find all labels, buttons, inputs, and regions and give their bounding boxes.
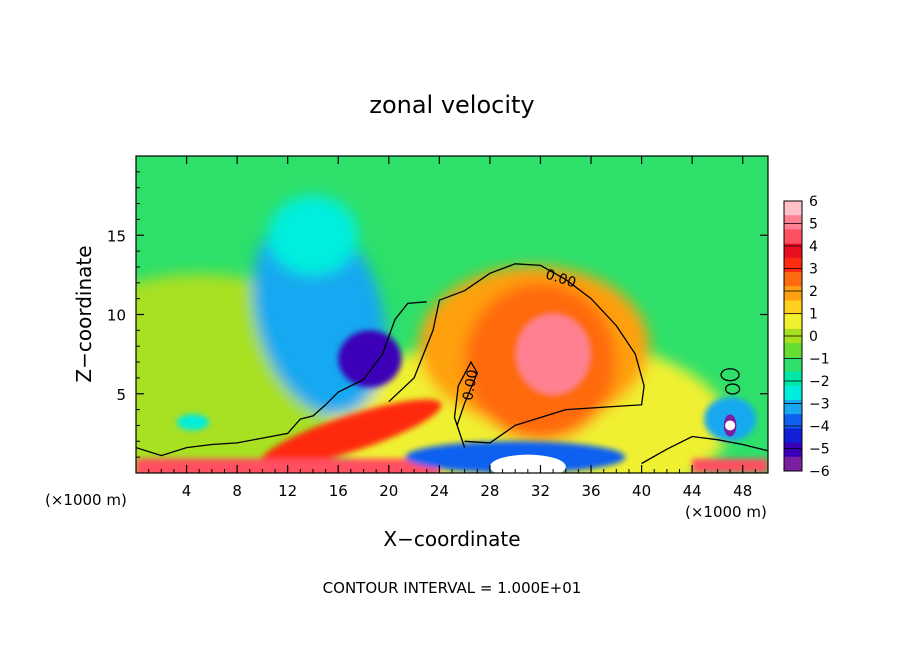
colorbar-tick-label: 5 xyxy=(809,217,818,233)
colorbar-tick-label: 6 xyxy=(809,194,818,210)
x-unit-right: (×1000 m) xyxy=(685,503,767,521)
colorbar-tick-label: 2 xyxy=(809,284,818,300)
colorbar-swatch xyxy=(784,456,802,472)
colorbar-swatch xyxy=(784,243,802,259)
x-axis: 4 8 12 16 20 24 28 32 36 40 44 48 xyxy=(148,156,756,500)
y-axis-label: Z−coordinate xyxy=(72,245,96,382)
zero-contour-east xyxy=(641,435,768,465)
field-surface-positive-east xyxy=(692,458,768,473)
colorbar-tick-label: −4 xyxy=(809,419,830,435)
colorbar-swatch xyxy=(784,272,802,287)
colorbar-tick-label: −2 xyxy=(809,374,830,390)
colorbar-tick-label: 3 xyxy=(809,262,818,278)
colorbar-swatch xyxy=(784,343,802,358)
colorbar-swatch xyxy=(784,201,802,216)
field-low-level-jet xyxy=(260,399,442,468)
contour-interval-note: CONTOUR INTERVAL = 1.000E+01 xyxy=(323,579,582,597)
velocity-field xyxy=(136,156,768,473)
colorbar-swatch xyxy=(784,314,802,330)
colorbar-swatch xyxy=(784,229,802,245)
x-unit-left: (×1000 m) xyxy=(45,491,127,509)
field-positive-core xyxy=(515,312,592,396)
colorbar-swatch xyxy=(784,442,802,458)
colorbar-swatch xyxy=(784,399,802,415)
colorbar-tick-label: −5 xyxy=(809,442,830,458)
colorbar-swatch xyxy=(784,300,802,316)
x-tick-label: 32 xyxy=(531,482,550,500)
zero-contour-loop-east-lower xyxy=(724,383,741,395)
colorbar-swatch xyxy=(784,414,802,429)
colorbar-swatch xyxy=(784,357,802,373)
x-tick-label: 36 xyxy=(581,482,600,500)
x-tick-label: 12 xyxy=(278,482,297,500)
colorbar-tick-label: 1 xyxy=(809,307,818,323)
field-small-negative-west xyxy=(176,414,209,431)
field-strong-negative-surface xyxy=(489,454,566,473)
x-tick-label: 16 xyxy=(329,482,348,500)
y-tick-label: 10 xyxy=(107,307,126,325)
zero-contour-ground xyxy=(136,301,427,457)
y-tick-label: 5 xyxy=(116,386,126,404)
x-tick-label: 20 xyxy=(379,482,398,500)
field-upper-negative xyxy=(267,195,358,276)
colorbar-tick-label: 0 xyxy=(809,329,818,345)
field-negative-core xyxy=(338,330,402,388)
x-tick-label: 24 xyxy=(430,482,449,500)
colorbar-swatch xyxy=(784,286,802,301)
x-tick-label: 40 xyxy=(632,482,651,500)
colorbar-tick-label: −1 xyxy=(809,352,830,368)
colorbar-swatch xyxy=(784,371,802,387)
colorbar-swatch xyxy=(784,385,802,401)
x-tick-label: 28 xyxy=(480,482,499,500)
colorbar-swatch xyxy=(784,215,802,230)
field-extreme-east xyxy=(725,420,736,431)
y-axis: 5 10 15 xyxy=(107,171,768,458)
colorbar-swatch xyxy=(784,428,802,444)
colorbar-tick-label: 4 xyxy=(809,239,818,255)
x-axis-label: X−coordinate xyxy=(383,527,520,551)
x-tick-label: 44 xyxy=(683,482,702,500)
chart-title: zonal velocity xyxy=(369,91,534,119)
colorbar-tick-label: −3 xyxy=(809,397,830,413)
zero-contour-loop-east-upper xyxy=(720,368,740,382)
colorbar-tick-label: −6 xyxy=(809,464,830,480)
x-tick-label: 8 xyxy=(232,482,242,500)
x-tick-label: 48 xyxy=(733,482,752,500)
colorbar-swatch xyxy=(784,257,802,273)
zero-contour-dome xyxy=(388,263,645,444)
contour-label: 0.00 xyxy=(460,368,481,401)
colorbar: 6 5 4 3 2 1 0 −1 −2 −3 −4 −5 −6 xyxy=(783,194,830,480)
zero-contour-inner xyxy=(453,360,479,448)
x-tick-label: 4 xyxy=(182,482,192,500)
y-tick-label: 15 xyxy=(107,227,126,245)
